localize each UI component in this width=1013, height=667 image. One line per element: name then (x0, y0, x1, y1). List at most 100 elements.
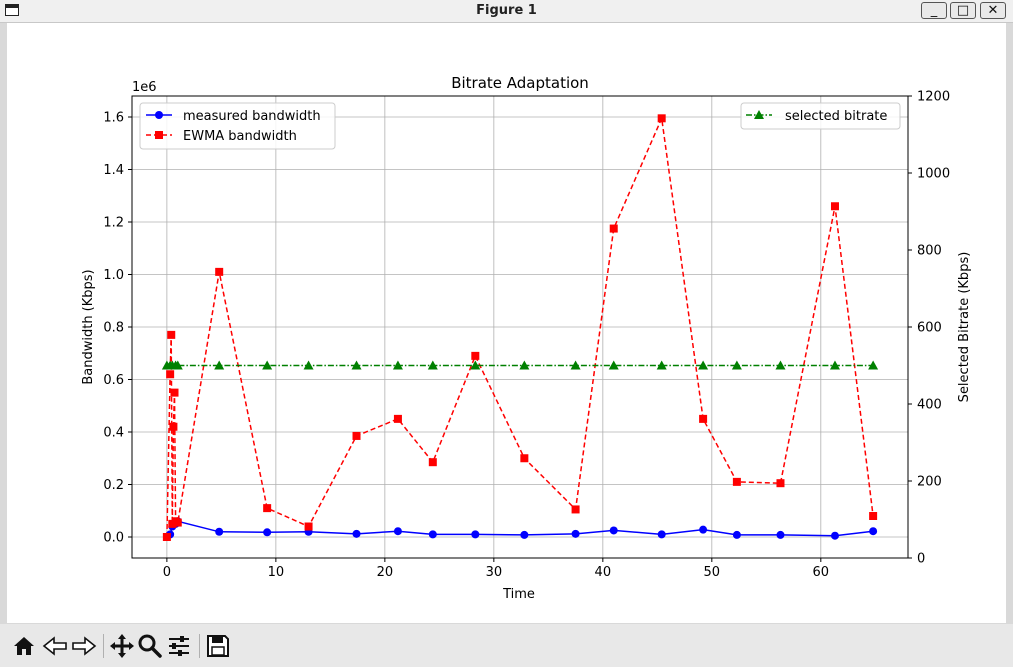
data-point (263, 528, 272, 537)
data-point (304, 522, 313, 531)
minimize-button[interactable]: _ (921, 2, 947, 19)
data-point (393, 414, 402, 423)
data-point (169, 422, 178, 431)
data-point (214, 360, 225, 370)
y2-tick-label: 600 (917, 321, 942, 336)
y2-tick-label: 800 (917, 244, 942, 259)
data-point (166, 370, 175, 379)
y2-tick-label: 400 (917, 398, 942, 413)
data-point (520, 454, 529, 463)
data-point (428, 458, 437, 467)
y-axis-ticks: 0.0 0.2 0.4 0.6 0.8 1.0 1.2 1.4 1.6 (103, 111, 132, 546)
x-tick-label: 0 (163, 565, 171, 580)
series-line-1 (166, 115, 874, 538)
chart-title: Bitrate Adaptation (451, 74, 589, 92)
data-point (262, 360, 273, 370)
data-point (571, 529, 580, 538)
series-line-0 (169, 520, 874, 537)
series-markers (161, 114, 879, 541)
data-point (698, 360, 709, 370)
data-point (869, 527, 878, 536)
figure-canvas[interactable]: 0 10 20 30 40 50 60 0.0 0.2 0.4 0.6 0.8 1.0 1.2 1.4 1.… (7, 23, 1006, 623)
data-point (570, 360, 581, 370)
y2-axis-label: Selected Bitrate (Kbps) (957, 252, 972, 403)
x-tick-label: 20 (377, 565, 394, 580)
legend-bitrate-label: selected bitrate (785, 109, 887, 124)
y2-tick-label: 1200 (917, 90, 950, 105)
x-tick-label: 60 (813, 565, 830, 580)
bitrate-chart: 0 10 20 30 40 50 60 0.0 0.2 0.4 0.6 0.8 1.0 1.2 1.4 1.… (81, 74, 972, 602)
x-axis-ticks: 0 10 20 30 40 50 60 (163, 558, 829, 580)
data-point (732, 477, 741, 486)
legend-bitrate-marker (754, 110, 764, 119)
y-tick-label: 0.8 (103, 321, 124, 336)
navigation-toolbar (0, 624, 1013, 667)
pan-icon[interactable] (108, 632, 136, 660)
data-point (519, 360, 530, 370)
window-title: Figure 1 (476, 3, 537, 18)
y2-tick-label: 200 (917, 475, 942, 490)
legend-measured-marker (155, 111, 163, 119)
x-axis-label: Time (502, 587, 535, 602)
y-tick-label: 0.2 (103, 478, 124, 493)
window-titlebar: Figure 1 _ □ ✕ (0, 0, 1013, 23)
data-point (172, 360, 183, 370)
toolbar-separator (199, 634, 200, 658)
x-tick-label: 30 (486, 565, 503, 580)
data-point (699, 414, 708, 423)
y2-tick-label: 1000 (917, 167, 950, 182)
data-point (520, 530, 529, 539)
data-point (776, 530, 785, 539)
data-point (215, 267, 224, 276)
data-point (471, 351, 480, 360)
x-tick-label: 10 (268, 565, 285, 580)
y-tick-label: 1.2 (103, 216, 124, 231)
data-point (657, 530, 666, 539)
y-tick-label: 1.0 (103, 268, 124, 283)
data-point (609, 526, 618, 535)
y-tick-label: 0.0 (103, 531, 124, 546)
x-tick-label: 40 (595, 565, 612, 580)
data-point (167, 330, 176, 339)
y-tick-label: 0.6 (103, 373, 124, 388)
data-point (173, 518, 182, 527)
data-point (868, 360, 879, 370)
forward-icon[interactable] (70, 632, 98, 660)
data-point (608, 360, 619, 370)
configure-subplots-icon[interactable] (165, 632, 193, 660)
data-point (571, 505, 580, 514)
legend-right-box (740, 102, 901, 130)
close-button[interactable]: ✕ (980, 2, 1006, 19)
data-point (869, 512, 878, 520)
data-point (471, 530, 480, 539)
window-app-icon (5, 4, 19, 16)
data-point (393, 527, 402, 536)
y2-tick-label: 0 (917, 552, 925, 567)
data-point (427, 360, 438, 370)
maximize-button[interactable]: □ (950, 2, 976, 19)
data-point (830, 531, 839, 540)
legend-ewma-label: EWMA bandwidth (183, 129, 297, 144)
home-icon[interactable] (10, 632, 38, 660)
grid-lines (132, 96, 908, 558)
zoom-icon[interactable] (136, 632, 164, 660)
data-point (699, 525, 708, 534)
y-axis-label: Bandwidth (Kbps) (81, 269, 96, 384)
legend-left: measured bandwidth EWMA bandwidth (139, 102, 336, 150)
data-point (352, 431, 361, 440)
save-icon[interactable] (204, 632, 232, 660)
data-point (829, 360, 840, 370)
legend-right: selected bitrate (740, 102, 901, 130)
data-point (609, 224, 618, 233)
data-point (830, 202, 839, 211)
data-point (776, 479, 785, 488)
y-tick-label: 1.4 (103, 163, 124, 178)
y-tick-label: 1.6 (103, 111, 124, 126)
y2-axis-ticks: 0 200 400 600 800 1000 1200 (908, 90, 950, 567)
legend-left-box (139, 102, 336, 150)
data-point (657, 114, 666, 123)
back-icon[interactable] (41, 632, 69, 660)
y-tick-label: 0.4 (103, 426, 124, 441)
legend-measured-label: measured bandwidth (183, 109, 321, 124)
data-point (428, 530, 437, 539)
